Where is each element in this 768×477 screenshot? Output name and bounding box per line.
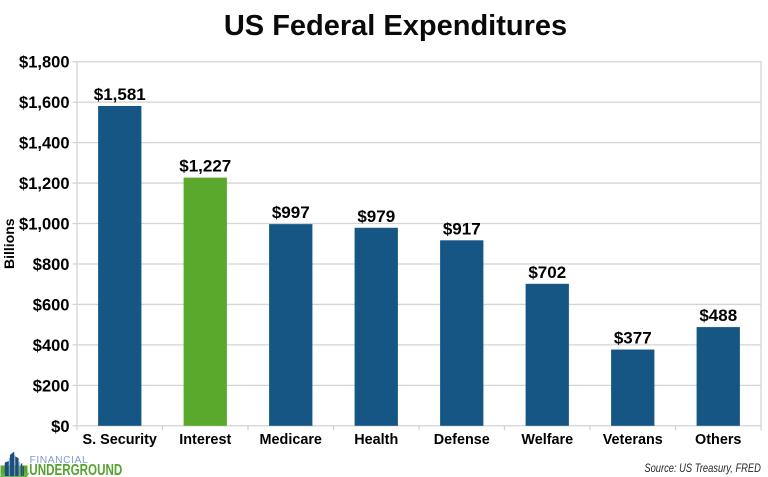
svg-text:$1,000: $1,000: [19, 216, 69, 234]
svg-text:Medicare: Medicare: [260, 432, 322, 448]
svg-text:$0: $0: [51, 418, 69, 436]
svg-text:UNDERGROUND: UNDERGROUND: [29, 462, 122, 477]
svg-text:Veterans: Veterans: [603, 432, 663, 448]
svg-text:Others: Others: [695, 432, 741, 448]
svg-text:Health: Health: [354, 432, 398, 448]
svg-text:Defense: Defense: [434, 432, 490, 448]
svg-text:S. Security: S. Security: [83, 432, 157, 448]
svg-text:$1,200: $1,200: [19, 175, 69, 193]
svg-text:$702: $702: [528, 263, 566, 282]
svg-text:$917: $917: [443, 219, 481, 238]
svg-text:Interest: Interest: [179, 432, 231, 448]
svg-text:$997: $997: [272, 203, 310, 222]
svg-text:$1,227: $1,227: [179, 157, 231, 176]
svg-text:$377: $377: [614, 329, 652, 348]
svg-text:$1,400: $1,400: [19, 135, 69, 153]
svg-text:$979: $979: [357, 207, 395, 226]
svg-text:$200: $200: [33, 377, 70, 395]
svg-text:US Federal Expenditures: US Federal Expenditures: [224, 10, 567, 42]
svg-text:$1,800: $1,800: [19, 54, 69, 72]
svg-text:Welfare: Welfare: [521, 432, 573, 448]
svg-text:$1,600: $1,600: [19, 94, 69, 112]
svg-text:$488: $488: [699, 306, 737, 325]
svg-text:Billions: Billions: [1, 218, 17, 269]
svg-text:$800: $800: [33, 256, 70, 274]
svg-text:$600: $600: [33, 296, 70, 314]
svg-text:$1,581: $1,581: [94, 85, 146, 104]
svg-text:Source: US Treasury, FRED: Source: US Treasury, FRED: [644, 462, 761, 475]
svg-text:$400: $400: [33, 337, 70, 355]
svg-text:FINANCIAL: FINANCIAL: [30, 455, 89, 466]
